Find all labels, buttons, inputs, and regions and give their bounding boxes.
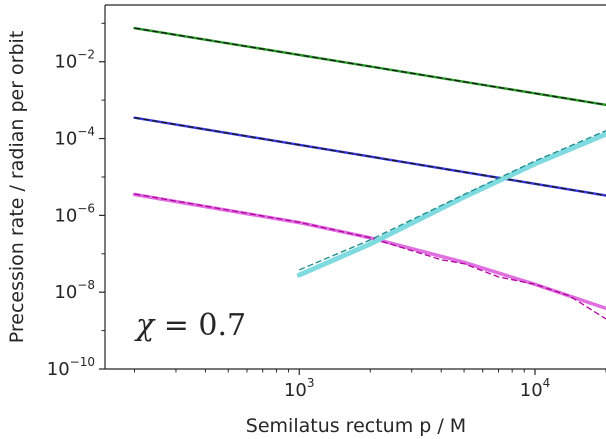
tick-exponent: 3	[307, 376, 315, 390]
tick-exponent: −6	[77, 201, 95, 215]
tick-base: 10	[47, 359, 70, 380]
series-line-6	[134, 193, 606, 320]
spin-value: = 0.7	[154, 308, 246, 343]
tick-base: 10	[54, 52, 77, 73]
chi-symbol: χ	[134, 308, 156, 343]
spin-annotation: χ = 0.7	[134, 308, 246, 343]
y-tick-label: 10−8	[54, 278, 95, 303]
tick-exponent: 4	[543, 376, 551, 390]
tick-exponent: −10	[70, 355, 95, 369]
x-ticks: 103 104	[133, 369, 606, 401]
y-tick-label: 10−6	[54, 201, 95, 226]
axis-frame	[104, 4, 606, 370]
tick-exponent: −2	[77, 48, 95, 62]
series-layer	[132, 26, 606, 320]
x-axis-label: Semilatus rectum p / M	[246, 415, 466, 437]
tick-base: 10	[284, 380, 307, 401]
tick-exponent: −4	[77, 125, 95, 139]
x-tick-label: 104	[520, 376, 551, 401]
series-line-8	[299, 130, 606, 271]
tick-base: 10	[54, 129, 77, 150]
series-line-4	[134, 117, 606, 197]
y-tick-label: 10−2	[54, 48, 95, 73]
tick-exponent: −8	[77, 278, 95, 292]
tick-base: 10	[54, 282, 77, 303]
y-tick-label: 10−4	[54, 125, 95, 150]
series-line-2	[134, 27, 606, 106]
plot-background	[105, 5, 606, 369]
series-line-7	[296, 131, 606, 278]
y-tick-label: 10−10	[47, 355, 95, 380]
tick-base: 10	[520, 380, 543, 401]
x-tick-label: 103	[284, 376, 315, 401]
tick-base: 10	[54, 205, 77, 226]
y-axis-label: Precession rate / radian per orbit	[6, 31, 28, 344]
